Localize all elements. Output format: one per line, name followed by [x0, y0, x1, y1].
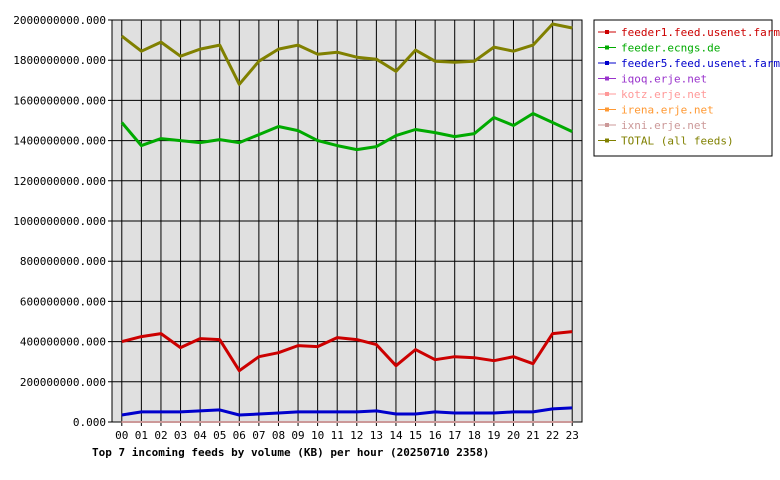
series-line-feeder1-feed-usenet-farm [121, 330, 573, 373]
x-tick-label: 21 [526, 429, 539, 442]
legend-label: iqoq.erje.net [621, 73, 707, 86]
y-tick-label: 1000000000.000 [13, 215, 106, 228]
series-line-feeder5-feed-usenet-farm [121, 406, 573, 417]
x-tick-label: 20 [507, 429, 520, 442]
y-tick-label: 2000000000.000 [13, 14, 106, 27]
legend-label: feeder5.feed.usenet.farm [621, 57, 780, 70]
legend-marker [605, 138, 609, 143]
y-tick-label: 0.000 [73, 416, 106, 429]
x-tick-label: 17 [448, 429, 461, 442]
x-tick-label: 08 [272, 429, 285, 442]
x-tick-label: 02 [154, 429, 167, 442]
x-tick-label: 07 [252, 429, 265, 442]
x-tick-label: 18 [468, 429, 481, 442]
legend-marker [605, 92, 609, 96]
legend-label: feeder.ecngs.de [621, 42, 720, 55]
x-tick-label: 04 [194, 429, 208, 442]
x-tick-label: 16 [429, 429, 442, 442]
legend-marker [605, 61, 609, 65]
x-tick-label: 11 [331, 429, 344, 442]
x-tick-label: 05 [213, 429, 226, 442]
x-tick-label: 13 [370, 429, 383, 442]
legend-box [593, 19, 773, 157]
y-tick-label: 1200000000.000 [13, 175, 106, 188]
y-tick-label: 600000000.000 [20, 295, 106, 308]
legend-marker [605, 76, 609, 81]
x-tick-label: 00 [115, 429, 128, 442]
x-tick-label: 23 [566, 429, 579, 442]
legend-marker [605, 30, 609, 34]
x-tick-label: 14 [389, 429, 403, 442]
y-tick-label: 1800000000.000 [13, 54, 106, 67]
y-tick-label: 800000000.000 [20, 255, 106, 268]
legend-label: ixni.erje.net [621, 119, 707, 132]
y-tick-label: 400000000.000 [20, 336, 106, 349]
legend-marker [605, 107, 609, 112]
legend-marker [605, 45, 609, 50]
chart-title: Top 7 incoming feeds by volume (KB) per … [92, 446, 489, 459]
y-tick-label: 200000000.000 [20, 376, 106, 389]
x-tick-label: 15 [409, 429, 422, 442]
legend-label: feeder1.feed.usenet.farm [621, 26, 780, 39]
x-tick-label: 12 [350, 429, 363, 442]
x-tick-label: 19 [487, 429, 500, 442]
x-tick-label: 03 [174, 429, 187, 442]
x-tick-label: 06 [233, 429, 246, 442]
legend-label: TOTAL (all feeds) [621, 135, 734, 148]
legend-label: irena.erje.net [621, 104, 714, 117]
x-tick-label: 10 [311, 429, 324, 442]
series-line-feeder-ecngs-de [120, 112, 573, 152]
x-tick-label: 01 [135, 429, 148, 442]
y-tick-label: 1600000000.000 [13, 94, 106, 107]
series-line-total-all-feeds [120, 22, 573, 86]
y-tick-label: 1400000000.000 [13, 135, 106, 148]
legend-label: kotz.erje.net [621, 88, 707, 101]
legend-marker [605, 123, 609, 127]
x-tick-label: 09 [291, 429, 304, 442]
x-tick-label: 22 [546, 429, 559, 442]
